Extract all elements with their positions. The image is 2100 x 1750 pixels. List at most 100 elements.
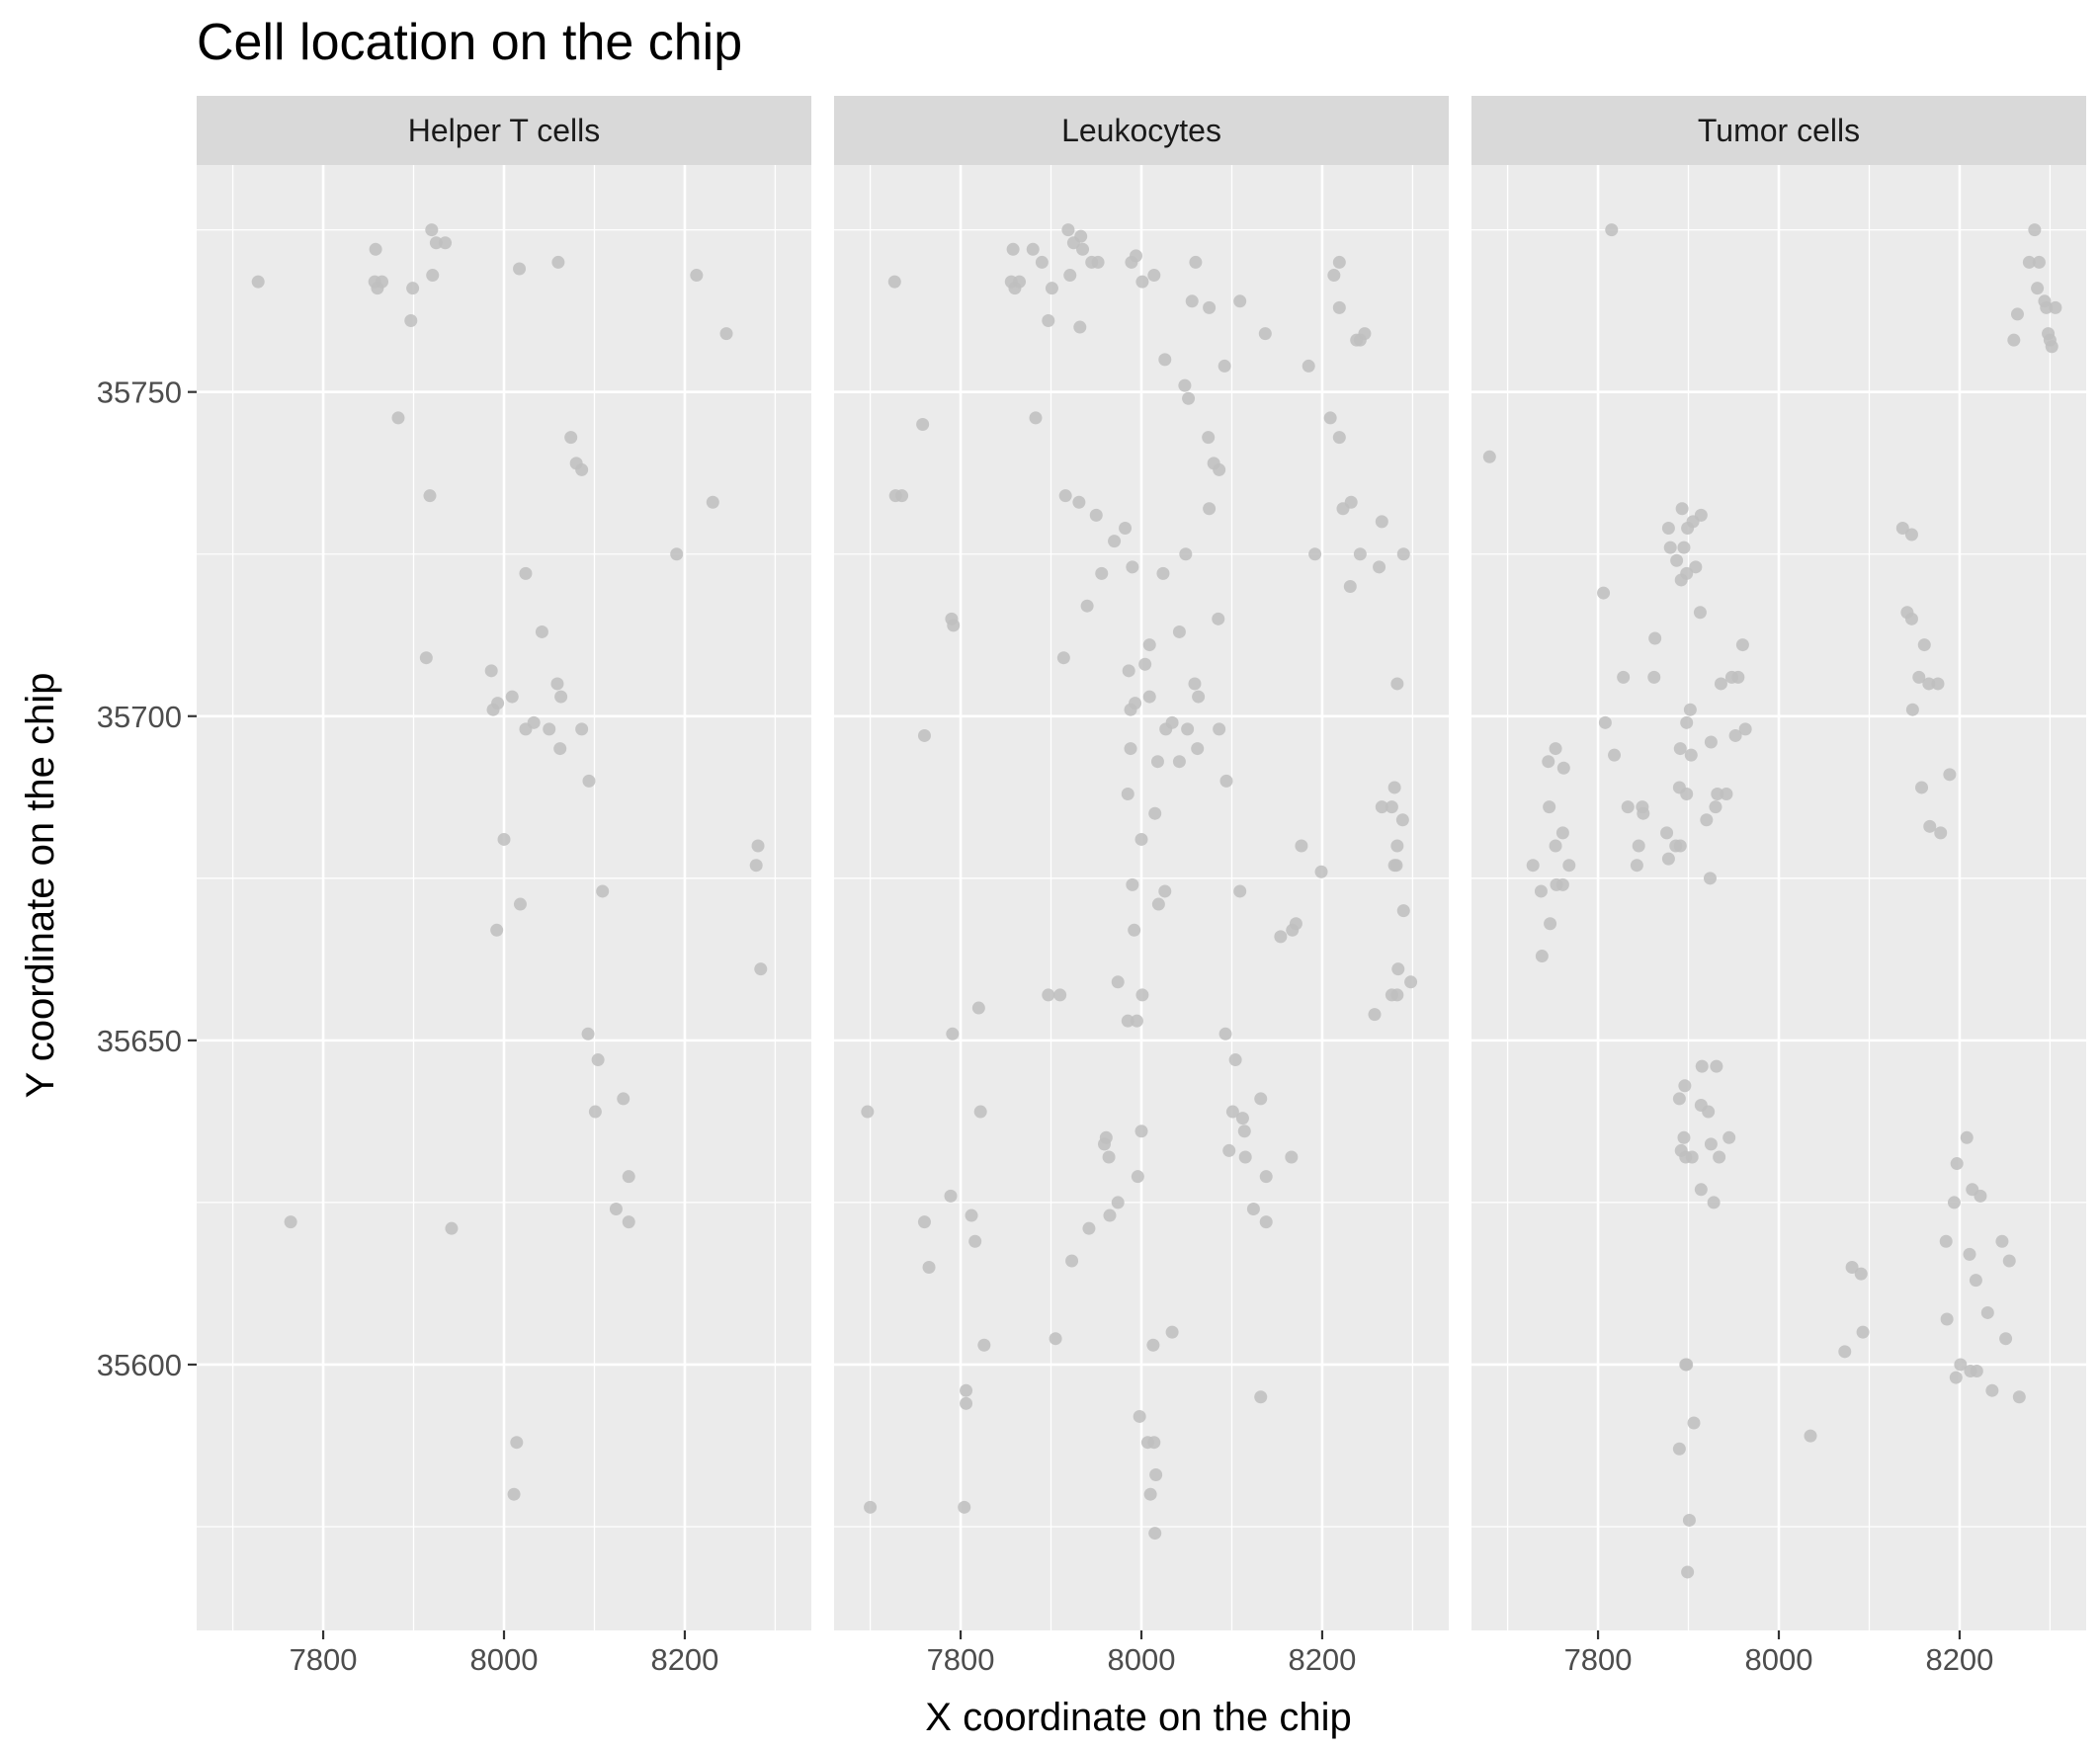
data-point	[917, 728, 931, 742]
data-point	[1724, 670, 1738, 684]
data-point	[1097, 1137, 1111, 1151]
data-point	[1663, 541, 1677, 554]
data-point	[1681, 1565, 1695, 1579]
data-point	[617, 1092, 630, 1106]
data-point	[1542, 755, 1555, 769]
data-point	[1246, 1202, 1260, 1215]
data-point	[513, 262, 527, 276]
data-point	[1621, 800, 1635, 814]
data-point	[1940, 1312, 1954, 1326]
data-point	[1218, 1027, 1232, 1041]
data-point	[690, 269, 704, 283]
data-point	[1735, 638, 1749, 652]
data-point	[1165, 715, 1179, 729]
data-point	[1685, 1150, 1699, 1164]
data-point	[497, 832, 511, 846]
data-point	[1681, 521, 1695, 535]
data-point	[1156, 566, 1170, 580]
data-point	[1172, 755, 1186, 769]
data-point	[1026, 242, 1040, 256]
data-point	[1042, 988, 1055, 1002]
data-point	[1133, 1409, 1146, 1423]
facet-strip-label: Leukocytes	[1061, 113, 1221, 148]
data-point	[1555, 826, 1569, 840]
data-point	[1722, 1130, 1736, 1144]
data-point	[1534, 884, 1548, 898]
data-point	[284, 1215, 297, 1229]
data-point	[1228, 1053, 1242, 1067]
data-point	[439, 236, 453, 250]
data-point	[2012, 1390, 2026, 1404]
data-point	[1391, 962, 1405, 976]
data-point	[1286, 923, 1300, 937]
x-tick-label: 8200	[1288, 1642, 1356, 1677]
data-point	[960, 1396, 973, 1410]
data-point	[895, 489, 909, 503]
data-point	[1915, 781, 1929, 794]
data-point	[1683, 703, 1697, 716]
data-point	[1597, 586, 1611, 600]
data-point	[419, 651, 433, 665]
data-point	[1135, 988, 1149, 1002]
data-point	[1006, 242, 1020, 256]
data-point	[1258, 327, 1272, 341]
data-point	[1684, 748, 1698, 762]
data-point	[1672, 1092, 1686, 1106]
data-point	[1029, 411, 1043, 425]
data-point	[1535, 950, 1549, 963]
data-point	[1632, 839, 1645, 853]
data-point	[1332, 431, 1346, 445]
data-point	[1637, 806, 1650, 820]
data-point	[1063, 269, 1077, 283]
data-point	[1302, 359, 1315, 373]
data-point	[1375, 515, 1388, 529]
data-point	[1396, 904, 1410, 918]
data-point	[1985, 1383, 1999, 1397]
data-point	[2002, 1254, 2016, 1268]
data-point	[1182, 391, 1196, 405]
data-point	[1327, 269, 1341, 283]
data-point	[1213, 462, 1226, 476]
y-tick-label: 35650	[97, 1024, 182, 1058]
data-point	[1660, 826, 1674, 840]
facet-strip-label: Tumor cells	[1698, 113, 1860, 148]
data-point	[1254, 1092, 1268, 1106]
facet-panel: Leukocytes 7800 8000 8200	[834, 96, 1449, 1677]
data-point	[404, 313, 418, 327]
data-point	[1912, 670, 1926, 684]
data-point	[1389, 859, 1403, 873]
data-point	[1738, 722, 1752, 736]
data-point	[550, 677, 564, 691]
data-point	[1061, 223, 1075, 237]
data-point	[1259, 1215, 1273, 1229]
data-point	[1856, 1325, 1870, 1339]
data-point	[1543, 800, 1556, 814]
data-point	[1974, 1189, 1987, 1203]
data-point	[1259, 1170, 1273, 1184]
facet-strip	[834, 96, 1449, 165]
data-point	[973, 1105, 987, 1119]
data-point	[1677, 541, 1691, 554]
data-point	[1148, 1527, 1162, 1541]
data-point	[1605, 223, 1619, 237]
data-point	[1385, 988, 1398, 1002]
x-tick-label: 7800	[927, 1642, 995, 1677]
data-point	[1678, 1079, 1692, 1093]
data-point	[622, 1170, 635, 1184]
data-point	[1089, 508, 1103, 522]
data-point	[1949, 1371, 1963, 1384]
data-point	[1134, 1125, 1148, 1138]
data-point	[2040, 300, 2054, 314]
data-point	[1165, 1325, 1179, 1339]
data-point	[1179, 547, 1193, 561]
data-point	[1065, 1254, 1079, 1268]
data-point	[1963, 1247, 1976, 1261]
data-point	[887, 275, 901, 289]
data-point	[1158, 353, 1172, 367]
data-point	[391, 411, 405, 425]
data-point	[1689, 560, 1703, 574]
data-point	[575, 462, 589, 476]
data-point	[1147, 1436, 1161, 1450]
data-point	[1045, 282, 1058, 295]
data-point	[1185, 294, 1199, 308]
